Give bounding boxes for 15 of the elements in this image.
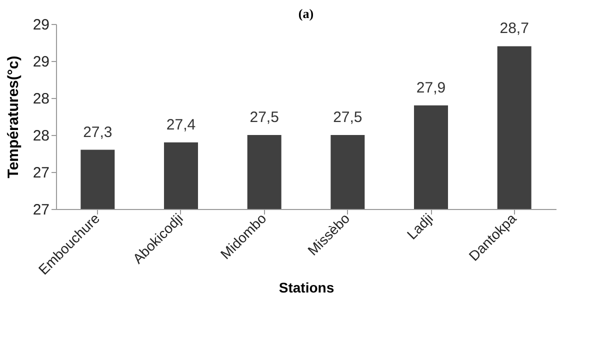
y-tick-label: 29 — [32, 54, 50, 70]
chart-title: (a) — [298, 6, 314, 21]
data-label: 28,7 — [500, 20, 529, 38]
y-tick-label: 27 — [32, 164, 50, 182]
x-axis-title: Stations — [278, 280, 334, 296]
y-tick-label: 28 — [32, 90, 50, 108]
y-tick-label: 27 — [32, 202, 50, 218]
y-axis-title: Températures(°c) — [4, 56, 22, 178]
y-tick-label: 29 — [32, 16, 50, 34]
data-label: 27,5 — [333, 109, 362, 126]
data-label: 27,4 — [166, 116, 196, 134]
data-label: 27,3 — [83, 124, 112, 141]
data-label: 27,9 — [416, 79, 446, 96]
data-label: 27,5 — [250, 109, 279, 126]
y-tick-label: 28 — [32, 128, 50, 144]
